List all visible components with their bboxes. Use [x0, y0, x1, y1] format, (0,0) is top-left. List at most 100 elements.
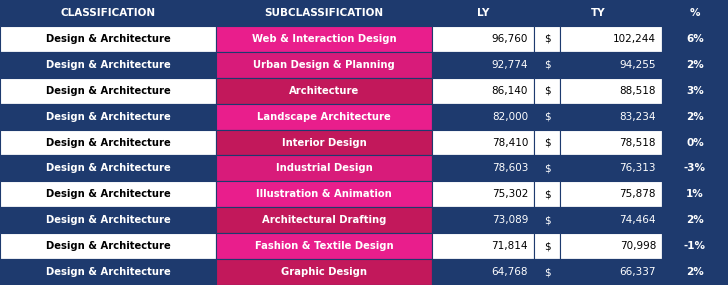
Bar	[0, 0, 216, 26]
Text: 75,302: 75,302	[491, 189, 528, 199]
Text: Architecture: Architecture	[289, 86, 360, 96]
Text: 94,255: 94,255	[620, 60, 656, 70]
Bar	[0, 207, 216, 233]
Text: Graphic Design: Graphic Design	[281, 267, 368, 277]
Bar	[216, 0, 432, 26]
Bar	[561, 52, 662, 78]
Bar	[0, 78, 216, 104]
Text: Illustration & Animation: Illustration & Animation	[256, 189, 392, 199]
Bar	[0, 52, 216, 78]
Bar	[662, 259, 728, 285]
Bar	[534, 78, 561, 104]
Bar	[662, 104, 728, 130]
Bar	[662, 78, 728, 104]
Text: 76,313: 76,313	[620, 163, 656, 173]
Bar	[561, 233, 662, 259]
Text: 0%: 0%	[686, 137, 704, 148]
Bar	[561, 78, 662, 104]
Text: $: $	[544, 137, 550, 148]
Text: 1%: 1%	[686, 189, 704, 199]
Text: 102,244: 102,244	[613, 34, 656, 44]
Bar	[561, 104, 662, 130]
Text: Design & Architecture: Design & Architecture	[46, 112, 170, 122]
Text: Interior Design: Interior Design	[282, 137, 367, 148]
Bar	[534, 104, 561, 130]
Bar	[432, 207, 534, 233]
Text: 78,603: 78,603	[491, 163, 528, 173]
Bar	[561, 259, 662, 285]
Bar	[432, 52, 534, 78]
Text: Architectural Drafting: Architectural Drafting	[262, 215, 387, 225]
Bar	[0, 181, 216, 207]
Bar	[216, 155, 432, 181]
Bar	[662, 0, 728, 26]
Text: Design & Architecture: Design & Architecture	[46, 241, 170, 251]
Bar	[534, 233, 561, 259]
Bar	[534, 207, 561, 233]
Bar	[216, 259, 432, 285]
Text: SUBCLASSIFICATION: SUBCLASSIFICATION	[265, 8, 384, 18]
Bar	[534, 52, 561, 78]
Bar	[561, 130, 662, 155]
Text: $: $	[544, 241, 550, 251]
Text: Urban Design & Planning: Urban Design & Planning	[253, 60, 395, 70]
Text: Design & Architecture: Design & Architecture	[46, 163, 170, 173]
Text: 64,768: 64,768	[491, 267, 528, 277]
Bar	[534, 130, 561, 155]
Bar	[0, 155, 216, 181]
Bar	[561, 181, 662, 207]
Bar	[216, 78, 432, 104]
Text: 74,464: 74,464	[620, 215, 656, 225]
Bar	[432, 155, 534, 181]
Text: CLASSIFICATION: CLASSIFICATION	[60, 8, 156, 18]
Bar	[534, 0, 662, 26]
Text: TY: TY	[590, 8, 605, 18]
Text: Design & Architecture: Design & Architecture	[46, 267, 170, 277]
Text: 88,518: 88,518	[620, 86, 656, 96]
Bar	[0, 26, 216, 52]
Text: Design & Architecture: Design & Architecture	[46, 34, 170, 44]
Bar	[0, 130, 216, 155]
Bar	[432, 181, 534, 207]
Bar	[561, 207, 662, 233]
Bar	[561, 155, 662, 181]
Bar	[534, 181, 561, 207]
Text: 2%: 2%	[686, 112, 704, 122]
Bar	[662, 130, 728, 155]
Bar	[662, 207, 728, 233]
Text: Design & Architecture: Design & Architecture	[46, 215, 170, 225]
Bar	[216, 130, 432, 155]
Text: -3%: -3%	[684, 163, 706, 173]
Text: $: $	[544, 112, 550, 122]
Text: Design & Architecture: Design & Architecture	[46, 137, 170, 148]
Text: 86,140: 86,140	[491, 86, 528, 96]
Text: 2%: 2%	[686, 267, 704, 277]
Bar	[432, 26, 534, 52]
Bar	[534, 26, 561, 52]
Text: LY: LY	[477, 8, 489, 18]
Text: 78,518: 78,518	[620, 137, 656, 148]
Bar	[216, 26, 432, 52]
Text: 2%: 2%	[686, 60, 704, 70]
Text: $: $	[544, 60, 550, 70]
Bar	[216, 233, 432, 259]
Text: Industrial Design: Industrial Design	[276, 163, 373, 173]
Bar	[662, 181, 728, 207]
Text: Design & Architecture: Design & Architecture	[46, 189, 170, 199]
Text: Landscape Architecture: Landscape Architecture	[258, 112, 391, 122]
Bar	[534, 259, 561, 285]
Text: 71,814: 71,814	[491, 241, 528, 251]
Bar	[0, 104, 216, 130]
Bar	[662, 52, 728, 78]
Text: $: $	[544, 267, 550, 277]
Text: 96,760: 96,760	[491, 34, 528, 44]
Text: $: $	[544, 189, 550, 199]
Text: Fashion & Textile Design: Fashion & Textile Design	[255, 241, 394, 251]
Bar	[0, 233, 216, 259]
Text: %: %	[689, 8, 700, 18]
Text: $: $	[544, 86, 550, 96]
Text: Web & Interaction Design: Web & Interaction Design	[252, 34, 397, 44]
Bar	[662, 233, 728, 259]
Bar	[432, 78, 534, 104]
Text: $: $	[544, 215, 550, 225]
